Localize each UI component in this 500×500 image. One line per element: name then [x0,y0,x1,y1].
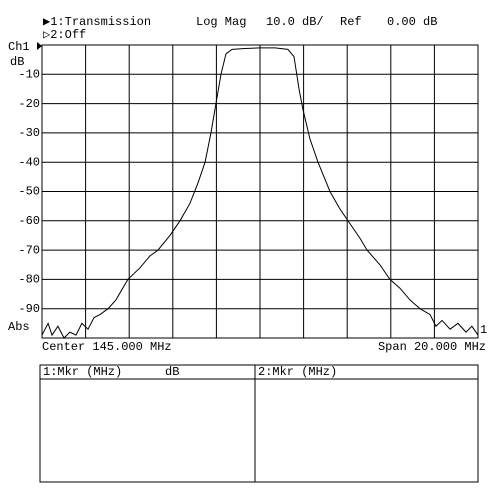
format-label: Log Mag [196,15,246,29]
ref-value: 0.00 dB [387,15,437,29]
y-tick-label: -90 [18,302,40,316]
trace-line [41,47,479,339]
center-label: Center 145.000 MHz [42,340,172,354]
y-tick-label: -70 [18,243,40,257]
y-tick-label: -80 [18,273,40,287]
ref-marker: 1 [480,323,487,337]
marker1-unit: dB [165,365,179,379]
y-tick-label: -20 [18,97,40,111]
y-tick-label: -40 [18,155,40,169]
trace2-label: ▷2:Off [43,28,86,42]
trace1-label: ▶1:Transmission [43,15,151,29]
ref-arrow [37,42,42,50]
ref-label: Ref [340,15,362,29]
y-tick-label: -50 [18,185,40,199]
y-tick-label: -30 [18,126,40,140]
marker1-header: 1:Mkr (MHz) [43,365,122,379]
y-tick-label: -10 [18,67,40,81]
y-axis-label: dB [10,55,24,69]
marker-table [39,364,479,483]
channel-label: Ch1 [8,40,30,54]
abs-label: Abs [8,320,30,334]
span-label: Span 20.000 MHz [378,340,486,354]
y-tick-label: -60 [18,214,40,228]
marker2-header: 2:Mkr (MHz) [258,365,337,379]
scale-label: 10.0 dB/ [266,15,324,29]
